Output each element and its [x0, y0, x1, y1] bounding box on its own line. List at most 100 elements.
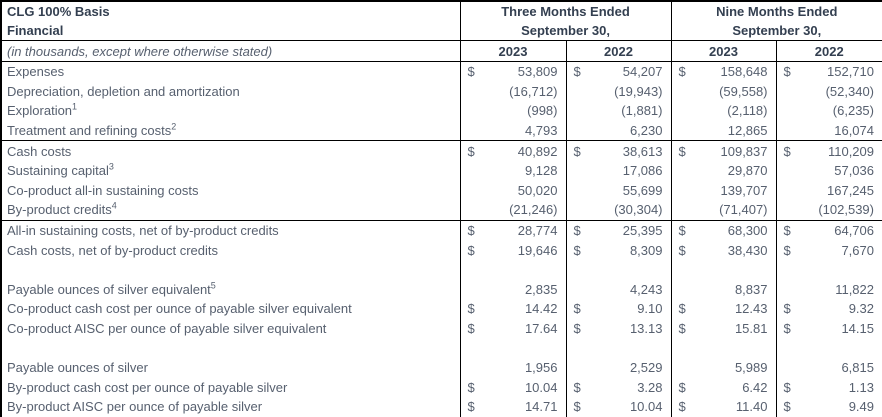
column-group-sublabel: September 30,: [521, 23, 610, 38]
cell-number: 64,706: [834, 223, 874, 239]
cell-value: [566, 338, 672, 358]
cell-number: 9.32: [848, 301, 874, 317]
cell-number: 54,207: [622, 64, 663, 80]
cell-number: 53,809: [517, 64, 558, 80]
currency-symbol: $: [573, 242, 581, 258]
row-label: Cash costs: [1, 140, 461, 161]
cell-number: 14.15: [841, 321, 874, 337]
year-column-header: 2022: [776, 40, 882, 62]
table-row: Payable ounces of silver equivalent5 2,83…: [1, 279, 882, 300]
cell-value: $6.42: [671, 377, 777, 398]
cell-value: $13.13: [566, 318, 672, 339]
table-body: Expenses $53,809 $54,207 $158,648 $152,710 De…: [1, 61, 882, 417]
year-column-header: 2023: [460, 40, 567, 62]
cell-value: 4,243: [566, 279, 672, 300]
table-row: Depreciation, depletion and amortization…: [1, 81, 882, 102]
cell-value: (16,712): [460, 81, 567, 102]
cell-value: $19,646: [460, 240, 567, 260]
cell-number: (6,235): [832, 103, 874, 119]
table-row: Co-product AISC per ounce of payable sil…: [1, 318, 882, 339]
cell-number: 9.49: [848, 399, 874, 415]
cell-number: 28,774: [517, 223, 558, 239]
currency-symbol: $: [783, 223, 791, 239]
cell-value: $9.49: [776, 397, 882, 417]
row-label: Payable ounces of silver equivalent5: [1, 279, 461, 300]
cell-number: 57,036: [834, 163, 874, 179]
table-row: By-product AISC per ounce of payable sil…: [1, 397, 882, 417]
cell-value: $54,207: [566, 61, 672, 82]
row-label: By-product credits4: [1, 200, 461, 221]
table-row: All-in sustaining costs, net of by-produ…: [1, 220, 882, 241]
currency-symbol: $: [678, 64, 686, 80]
table-row: Co-product cash cost per ounce of payabl…: [1, 299, 882, 319]
currency-symbol: $: [783, 399, 791, 415]
cell-number: 2,529: [629, 360, 663, 376]
currency-symbol: $: [467, 223, 475, 239]
row-label: [1, 338, 461, 358]
cell-number: 110,209: [827, 143, 874, 159]
currency-symbol: $: [678, 321, 686, 337]
row-label: Expenses: [1, 61, 461, 82]
cell-number: (30,304): [614, 202, 663, 218]
row-label: Sustaining capital3: [1, 160, 461, 181]
currency-symbol: $: [573, 321, 581, 337]
footnote-marker: 5: [210, 280, 216, 291]
cell-number: 55,699: [622, 182, 663, 198]
cell-number: 12.43: [734, 301, 768, 317]
cell-value: $3.28: [566, 377, 672, 398]
cell-number: 13.13: [629, 321, 663, 337]
column-group-label: Three Months Ended: [501, 4, 630, 19]
cell-number: (998): [527, 103, 558, 119]
cell-value: $38,430: [671, 240, 777, 260]
cell-value: [776, 338, 882, 358]
table-row: Cash costs, net of by-product credits $19…: [1, 240, 882, 260]
currency-symbol: $: [467, 379, 475, 395]
cell-value: 1,956: [460, 357, 567, 378]
cell-value: [671, 259, 777, 280]
cell-value: (102,539): [776, 200, 882, 221]
cell-value: $25,395: [566, 220, 672, 241]
cell-value: $152,710: [776, 62, 882, 82]
cell-value: $12.43: [671, 299, 777, 319]
cell-number: 10.04: [524, 379, 558, 395]
cell-value: $68,300: [671, 220, 777, 241]
units-note: (in thousands, except where otherwise st…: [1, 40, 461, 62]
cell-value: $11.40: [671, 397, 777, 417]
currency-symbol: $: [467, 143, 475, 159]
cell-value: $64,706: [776, 220, 882, 240]
cell-number: 16,074: [834, 123, 874, 139]
currency-symbol: $: [783, 321, 791, 337]
table-row: Expenses $53,809 $54,207 $158,648 $152,710: [1, 61, 882, 82]
cell-value: 16,074: [776, 120, 882, 142]
cell-value: [460, 259, 567, 280]
currency-symbol: $: [573, 64, 581, 80]
cell-number: (52,340): [825, 83, 874, 99]
table-header: CLG 100% Basis Financial Three Months En…: [1, 1, 882, 62]
cell-number: 14.42: [524, 301, 558, 317]
cell-value: $40,892: [460, 140, 567, 161]
cell-value: $14.71: [460, 397, 567, 417]
cell-number: 11.40: [735, 399, 768, 415]
cell-number: (2,118): [727, 103, 768, 119]
row-label: Payable ounces of silver: [1, 357, 461, 378]
cell-number: (19,943): [614, 83, 663, 99]
cell-value: 6,230: [566, 120, 672, 142]
cell-value: 6,815: [776, 358, 882, 378]
cell-value: 50,020: [460, 180, 567, 201]
cell-number: 12,865: [727, 123, 768, 139]
row-label: Co-product all-in sustaining costs: [1, 180, 461, 201]
cell-value: $9.10: [566, 299, 672, 319]
cell-value: 2,529: [566, 357, 672, 378]
header-group-row: CLG 100% Basis Financial Three Months En…: [1, 1, 882, 41]
row-label: By-product cash cost per ounce of payabl…: [1, 377, 461, 398]
year-column-header: 2023: [671, 40, 777, 62]
cell-number: (71,407): [719, 202, 768, 218]
currency-symbol: $: [573, 143, 581, 159]
cell-value: $7,670: [776, 240, 882, 260]
cell-value: [671, 338, 777, 358]
cell-number: 6,815: [841, 360, 874, 376]
currency-symbol: $: [783, 242, 791, 258]
cell-value: 55,699: [566, 180, 672, 201]
cell-number: 11,822: [835, 281, 874, 297]
